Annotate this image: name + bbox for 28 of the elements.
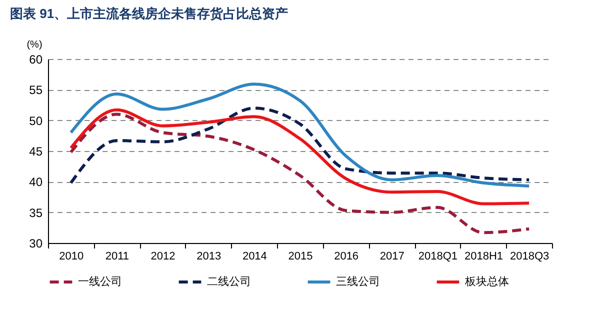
x-tick-label: 2016 xyxy=(334,250,359,262)
x-tick-label: 2018Q1 xyxy=(418,250,458,262)
y-tick-label: 60 xyxy=(29,52,43,66)
y-tick-label: 45 xyxy=(29,144,43,158)
y-tick-label: 50 xyxy=(29,114,43,128)
x-tick-label: 2014 xyxy=(242,250,267,262)
x-tick-label: 2015 xyxy=(288,250,313,262)
x-tick-label: 2010 xyxy=(59,250,84,262)
legend-label: 板块总体 xyxy=(464,275,509,288)
legend-label: 一线公司 xyxy=(78,275,122,288)
line-series xyxy=(69,82,531,188)
line-series xyxy=(69,106,531,184)
legend-label: 二线公司 xyxy=(207,275,251,288)
x-tick-label: 2018H1 xyxy=(464,250,504,262)
x-tick-label: 2017 xyxy=(380,250,404,262)
y-tick-label: 55 xyxy=(29,83,43,98)
y-axis-title: (%) xyxy=(26,40,42,50)
chart-title: 图表 91、上市主流各线房企未售存货占比总资产 xyxy=(10,6,288,21)
x-tick-label: 2018Q3 xyxy=(510,250,550,262)
y-tick-label: 35 xyxy=(29,206,43,220)
y-tick-label: 30 xyxy=(29,236,43,250)
line-series xyxy=(69,112,531,234)
x-tick-label: 2011 xyxy=(105,250,130,262)
x-tick-label: 2012 xyxy=(150,250,176,262)
y-tick-label: 40 xyxy=(29,175,43,190)
x-tick-label: 2013 xyxy=(196,250,222,262)
legend-label: 三线公司 xyxy=(336,275,380,288)
line-series xyxy=(69,108,531,206)
